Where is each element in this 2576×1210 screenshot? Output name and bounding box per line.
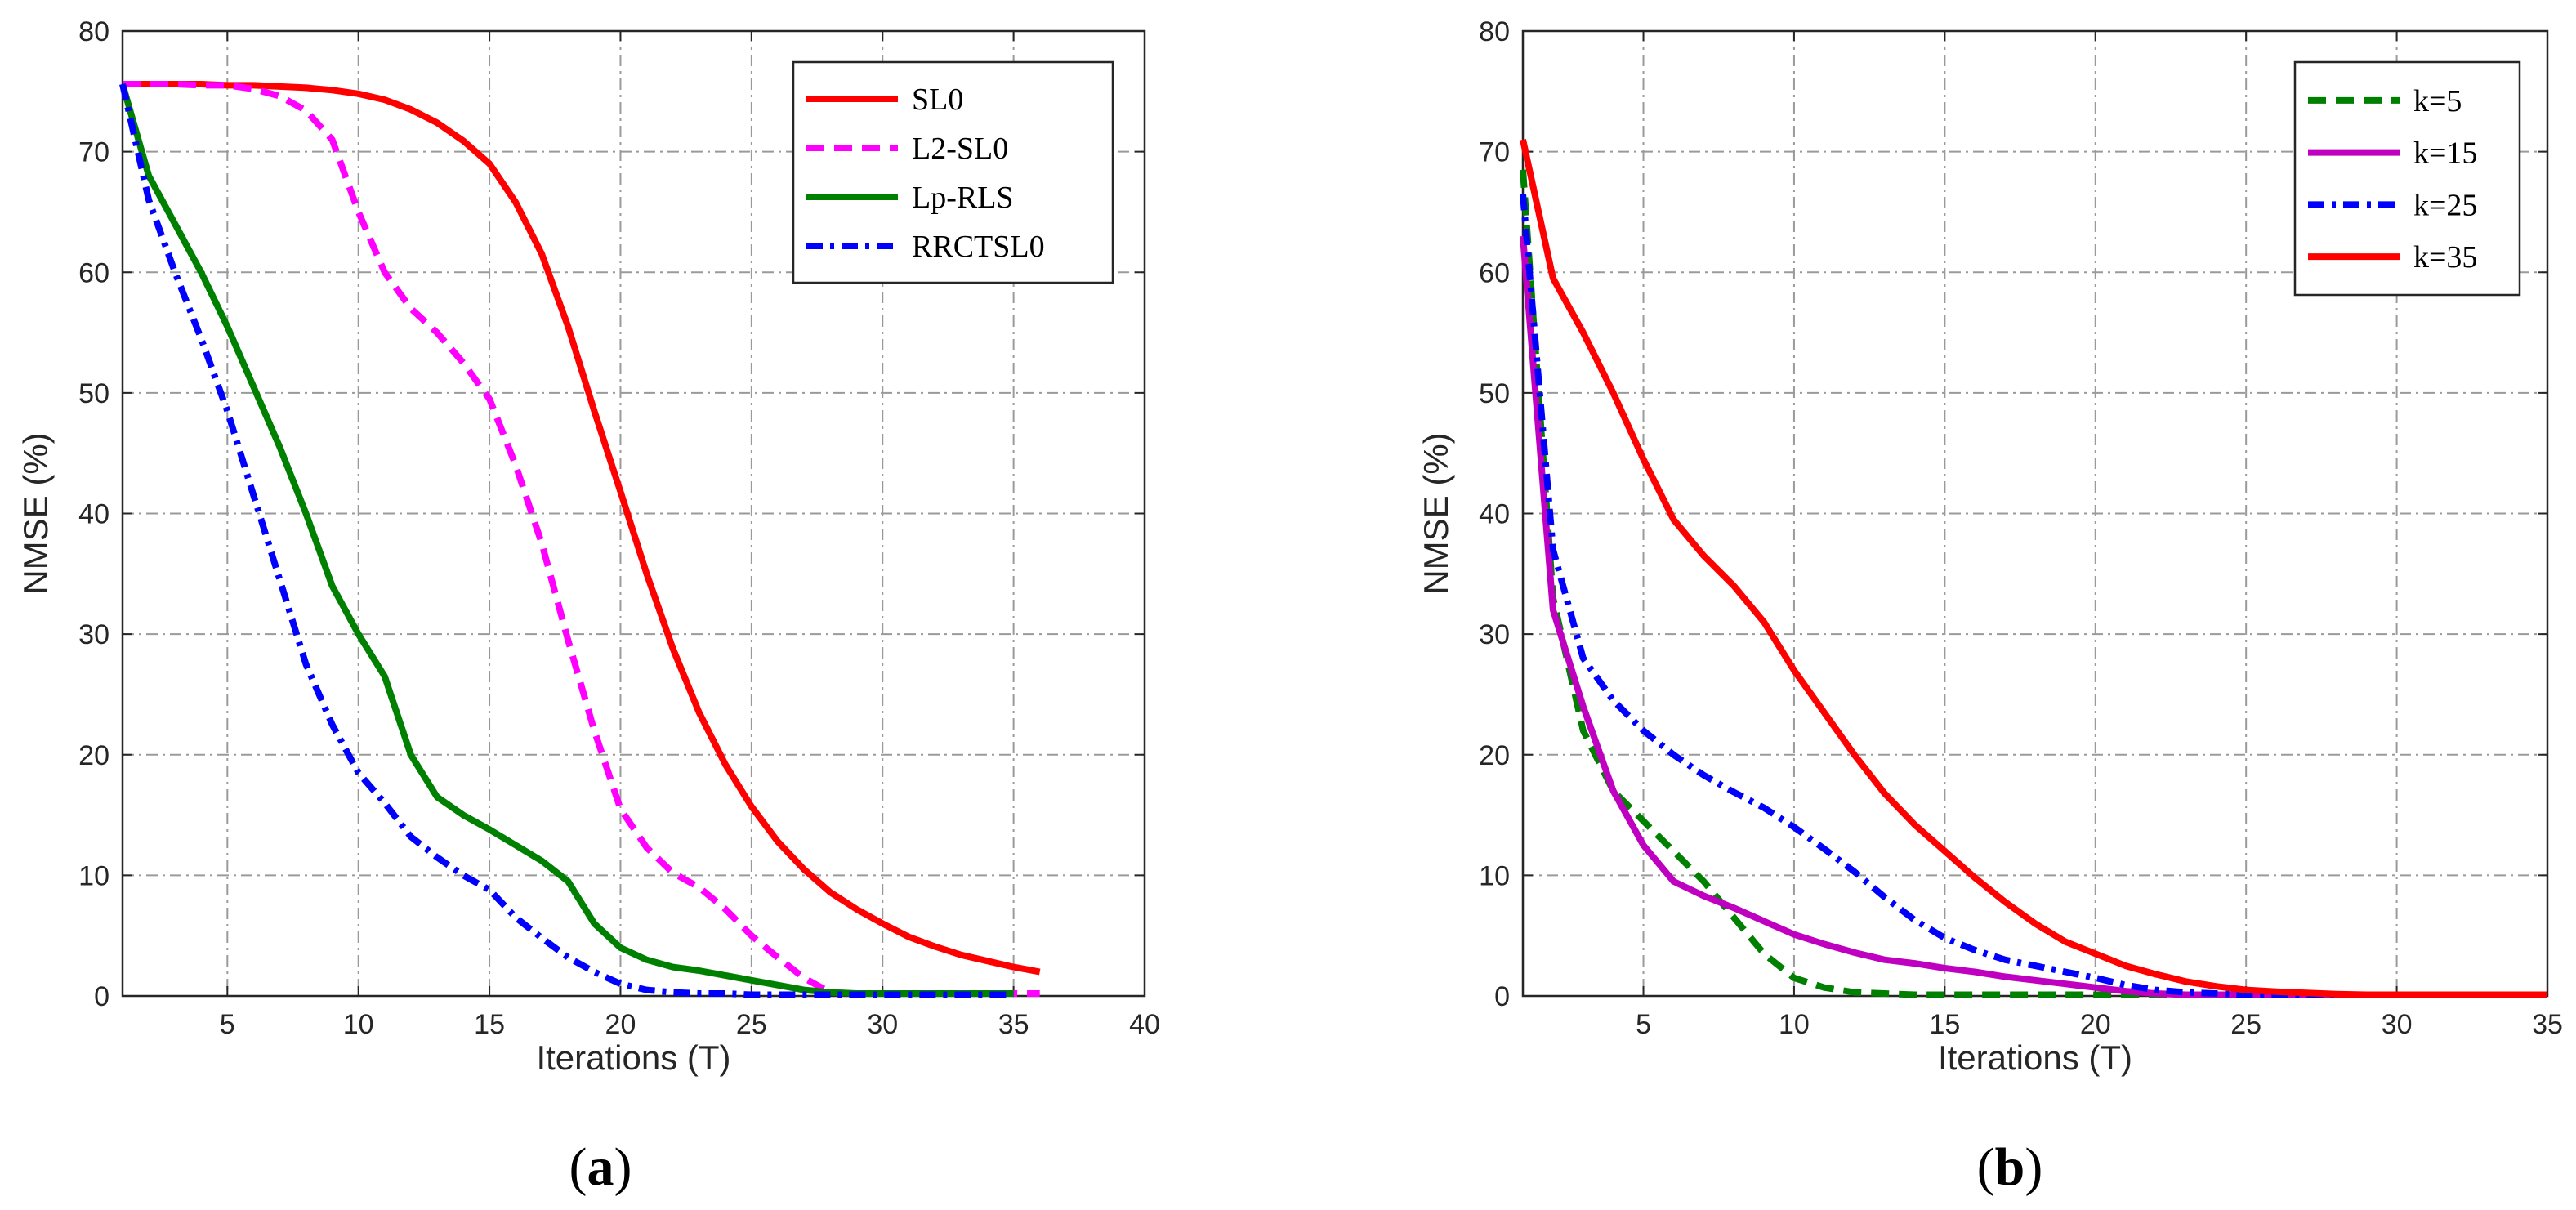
legend-entry-label: L2-SL0 [912, 132, 1008, 166]
x-tick-label: 15 [1929, 1009, 1960, 1040]
series-line-l2-sl0 [123, 81, 1040, 997]
x-tick-label: 10 [343, 1009, 374, 1040]
y-tick-label: 40 [78, 499, 109, 530]
y-tick-label: 70 [1479, 137, 1510, 168]
x-tick-label: 35 [2532, 1009, 2563, 1040]
legend-entry-label: k=25 [2413, 188, 2477, 222]
y-tick-label: 10 [78, 860, 109, 891]
legend-entry-label: k=5 [2413, 84, 2462, 118]
x-tick-label: 20 [605, 1009, 636, 1040]
x-tick-label: 5 [220, 1009, 235, 1040]
x-tick-label: 10 [1779, 1009, 1810, 1040]
x-axis-label: Iterations (T) [536, 1038, 730, 1077]
y-tick-label: 20 [78, 740, 109, 771]
y-tick-label: 0 [1494, 981, 1510, 1012]
legend-entry-label: RRCTSL0 [912, 230, 1045, 264]
legend-b: k=5 k=15 k=25 k=35 [2293, 60, 2521, 297]
y-tick-label: 60 [1479, 257, 1510, 288]
y-tick-label: 0 [94, 981, 109, 1012]
plot-a: 5 10 15 20 25 30 35 40 0 10 20 30 40 50 60 70 80 Iteratio… [16, 16, 1160, 1077]
series-line-k-35 [1520, 139, 2547, 998]
x-tick-label: 15 [474, 1009, 505, 1040]
y-tick-label: 70 [78, 137, 109, 168]
legend-entry-label: Lp-RLS [912, 181, 1014, 215]
panel-caption: (a) [569, 1137, 632, 1197]
x-tick-label: 25 [2230, 1009, 2261, 1040]
y-axis-label: NMSE (%) [16, 432, 55, 594]
panel-caption: (b) [1977, 1137, 2043, 1197]
y-tick-label: 40 [1479, 499, 1510, 530]
x-tick-label: 30 [867, 1009, 898, 1040]
x-tick-label: 30 [2382, 1009, 2413, 1040]
y-tick-label: 10 [1479, 860, 1510, 891]
y-tick-label: 30 [78, 619, 109, 650]
y-tick-label: 60 [78, 257, 109, 288]
series-line-k-15 [1520, 235, 2547, 998]
y-tick-label: 80 [1479, 16, 1510, 47]
x-tick-label: 20 [2080, 1009, 2111, 1040]
y-axis-label: NMSE (%) [1417, 432, 1455, 594]
plot-b: 5 10 15 20 25 30 35 0 10 20 30 40 50 60 70 80 Iterations… [1417, 16, 2563, 1077]
legend-entry-label: SL0 [912, 83, 963, 117]
y-tick-label: 50 [78, 378, 109, 409]
x-tick-label: 40 [1129, 1009, 1160, 1040]
x-tick-label: 35 [998, 1009, 1029, 1040]
series-line-sl0 [123, 81, 1041, 976]
y-tick-label: 50 [1479, 378, 1510, 409]
x-tick-label: 25 [736, 1009, 767, 1040]
x-axis-label: Iterations (T) [1938, 1038, 2132, 1077]
series-line-k-25 [1520, 193, 2547, 998]
y-tick-label: 80 [78, 16, 109, 47]
legend-a: SL0 L2-SL0 Lp-RLS RRCTSL0 [792, 60, 1114, 284]
y-tick-label: 30 [1479, 619, 1510, 650]
y-tick-label: 20 [1479, 740, 1510, 771]
x-tick-label: 5 [1636, 1009, 1651, 1040]
legend-entry-label: k=15 [2413, 136, 2477, 171]
legend-entry-label: k=35 [2413, 240, 2477, 275]
series-line-rrctsl0 [119, 83, 1014, 998]
legend-box [2293, 60, 2521, 297]
